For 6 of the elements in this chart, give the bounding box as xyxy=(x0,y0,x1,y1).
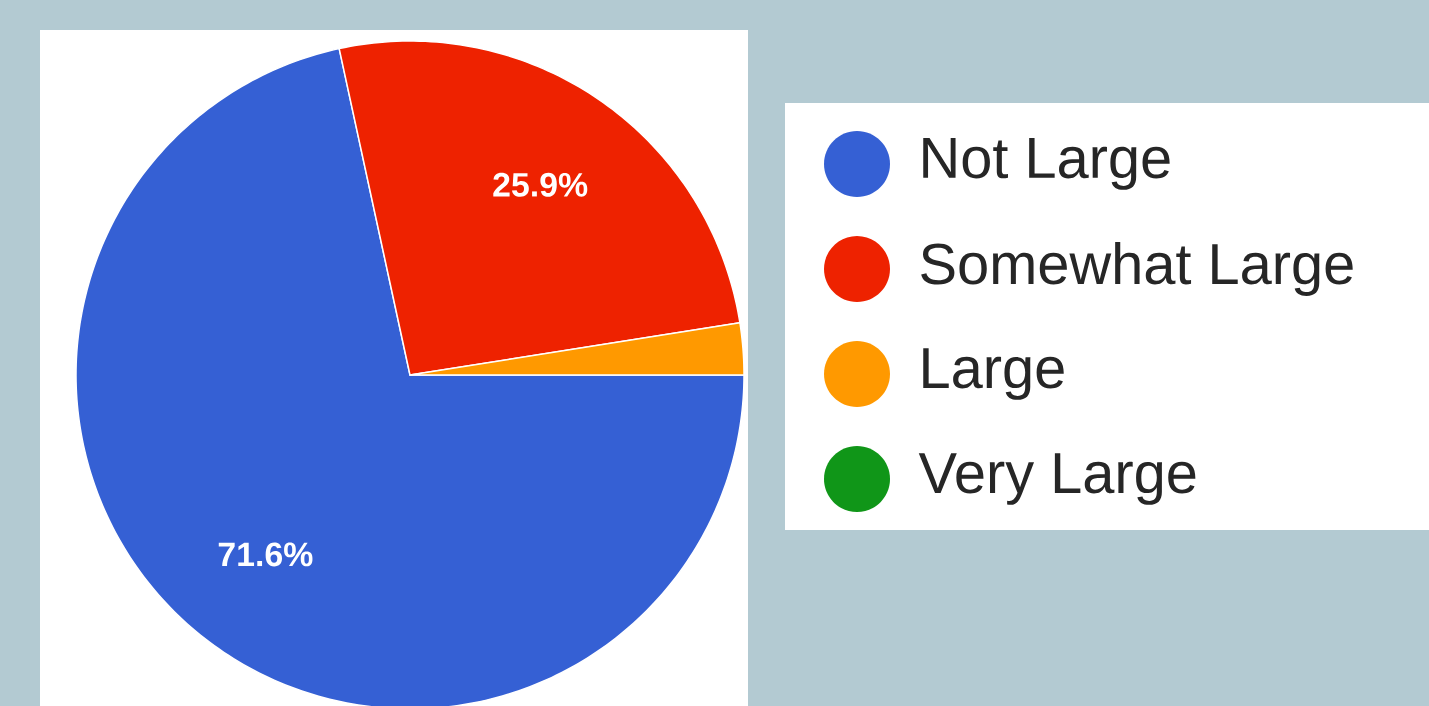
legend-label: Large xyxy=(923,348,1064,400)
data-label: 71.6% xyxy=(218,542,313,567)
legend-label: Very Large xyxy=(918,453,1196,505)
legend-label: Not Large xyxy=(923,138,1170,190)
legend-label: Somewhat Large xyxy=(921,242,1353,296)
data-label: 25.9% xyxy=(493,172,588,197)
